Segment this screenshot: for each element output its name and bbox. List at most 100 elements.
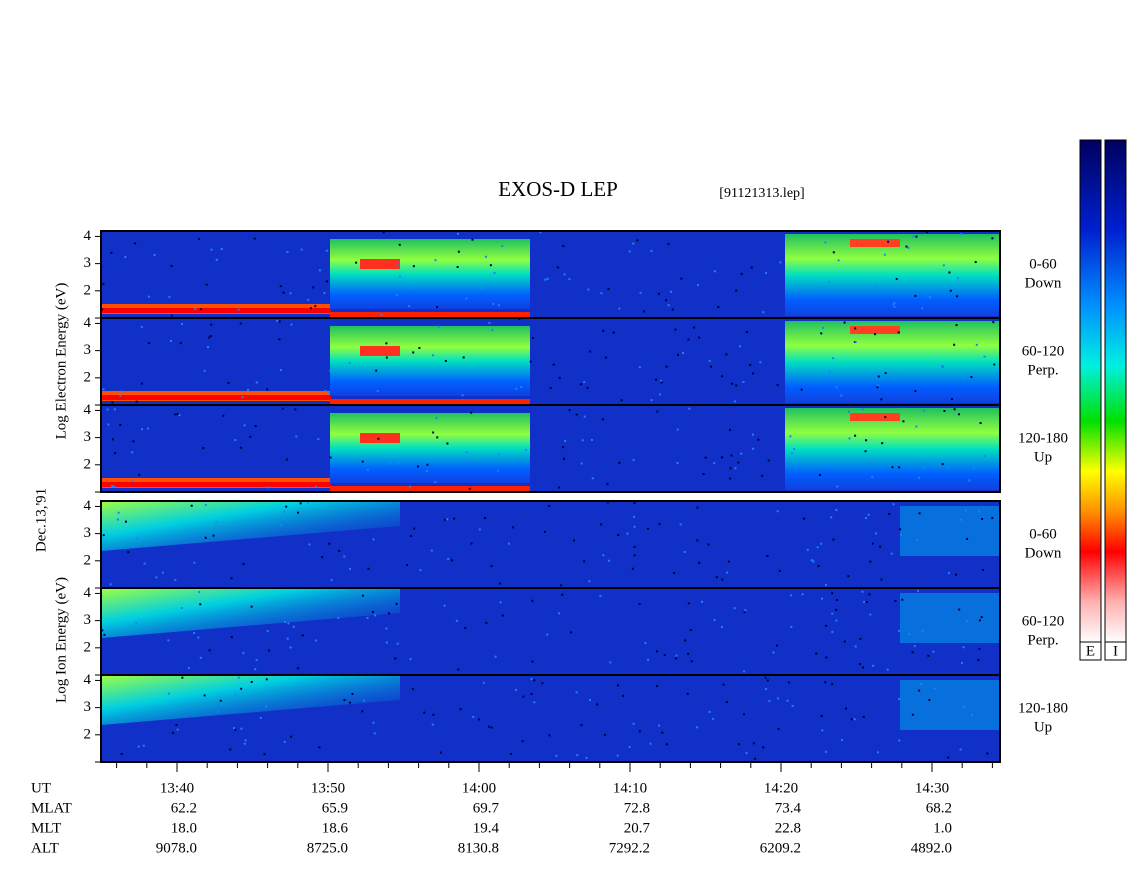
speckle [361, 594, 364, 597]
speckle [426, 470, 429, 473]
speckle [254, 668, 257, 671]
speckle [831, 592, 834, 595]
speckle [199, 603, 202, 606]
speckle [977, 658, 980, 661]
panel-frame [100, 404, 1001, 493]
speckle [698, 561, 701, 564]
speckle [874, 284, 877, 287]
y-tick-label: 4 [84, 498, 92, 514]
speckle [633, 554, 636, 557]
speckle [676, 353, 679, 356]
speckle [497, 453, 500, 456]
speckle [575, 691, 578, 694]
speckle [531, 599, 534, 602]
speckle [408, 485, 411, 488]
speckle [887, 240, 890, 243]
speckle [825, 656, 828, 659]
speckle [215, 258, 218, 261]
speckle [735, 289, 738, 292]
speckle [120, 752, 123, 755]
speckle [490, 726, 493, 729]
speckle [193, 561, 196, 564]
speckle [713, 619, 716, 622]
speckle [835, 608, 838, 611]
speckle [374, 614, 377, 617]
speckle [583, 415, 586, 418]
speckle [266, 388, 269, 391]
feature [360, 259, 400, 269]
speckle [385, 342, 388, 345]
speckle [899, 528, 902, 531]
speckle [309, 307, 312, 310]
speckle [679, 523, 682, 526]
speckle [351, 692, 354, 695]
speckle [932, 650, 935, 653]
speckle [633, 501, 636, 504]
speckle [840, 394, 843, 397]
colorbar [1104, 139, 1127, 643]
speckle [687, 652, 690, 655]
speckle [948, 271, 951, 274]
speckle [373, 732, 376, 735]
speckle [552, 363, 555, 366]
speckle [117, 511, 120, 514]
speckle [871, 475, 874, 478]
speckle [436, 436, 439, 439]
speckle [197, 636, 200, 639]
speckle [893, 301, 896, 304]
speckle [638, 730, 641, 733]
speckle [978, 619, 981, 622]
speckle [744, 609, 747, 612]
speckle [276, 319, 279, 322]
ephemeris-value: 6209.2 [760, 840, 801, 856]
ephemeris-value: 14:00 [462, 780, 496, 796]
speckle [628, 250, 631, 253]
speckle [570, 631, 573, 634]
y-tick-label: 2 [84, 282, 92, 298]
panel-label: Perp. [1027, 632, 1058, 648]
speckle [113, 452, 116, 455]
speckle [880, 398, 883, 401]
speckle [850, 718, 853, 721]
speckle [721, 578, 724, 581]
speckle [693, 326, 696, 329]
speckle [314, 485, 317, 488]
speckle [854, 327, 857, 330]
y-tick-label: 3 [84, 255, 92, 271]
speckle [858, 663, 861, 666]
ephemeris-value: 14:10 [613, 780, 647, 796]
speckle [457, 668, 460, 671]
speckle [409, 658, 412, 661]
speckle [292, 625, 295, 628]
speckle [521, 740, 524, 743]
speckle [222, 414, 225, 417]
speckle [821, 597, 824, 600]
y-tick-label: 3 [84, 342, 92, 358]
speckle [315, 639, 318, 642]
speckle [745, 752, 748, 755]
speckle [696, 539, 699, 542]
speckle [791, 704, 794, 707]
speckle [764, 676, 767, 679]
speckle [892, 503, 895, 506]
speckle [543, 530, 546, 533]
speckle [986, 752, 989, 755]
feature [330, 413, 530, 483]
speckle [953, 343, 956, 346]
speckle [609, 661, 612, 664]
speckle [385, 641, 388, 644]
speckle [696, 726, 699, 729]
speckle [227, 381, 230, 384]
speckle [991, 237, 994, 240]
speckle [398, 243, 401, 246]
speckle [968, 479, 971, 482]
speckle [735, 384, 738, 387]
ephemeris-value: 65.9 [322, 800, 348, 816]
speckle [397, 263, 400, 266]
speckle [558, 376, 561, 379]
speckle [602, 329, 605, 332]
speckle [556, 266, 559, 269]
speckle [388, 462, 391, 465]
ephemeris-value: 19.4 [473, 820, 500, 836]
speckle [674, 328, 677, 331]
